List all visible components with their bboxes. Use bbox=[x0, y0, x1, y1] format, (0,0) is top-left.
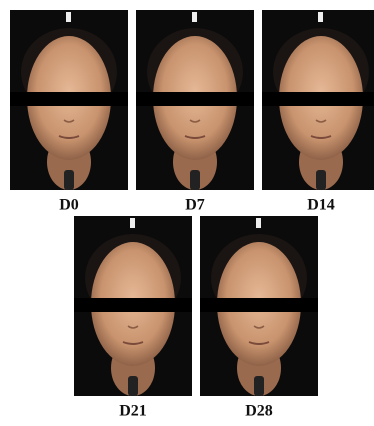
cable bbox=[64, 170, 74, 190]
panel-label: D0 bbox=[59, 197, 79, 214]
eye-bar bbox=[74, 298, 192, 312]
photo-panel bbox=[10, 10, 128, 190]
marker bbox=[130, 218, 135, 228]
eye-bar bbox=[136, 92, 254, 106]
marker bbox=[256, 218, 261, 228]
eye-bar bbox=[10, 92, 128, 106]
panel-label: D7 bbox=[185, 197, 205, 214]
panel-label: D21 bbox=[119, 403, 147, 420]
cable bbox=[254, 376, 264, 396]
marker bbox=[66, 12, 71, 22]
panel-label: D14 bbox=[307, 197, 335, 214]
photo-panel bbox=[136, 10, 254, 190]
photo-panel bbox=[200, 216, 318, 396]
cable bbox=[316, 170, 326, 190]
eye-bar bbox=[200, 298, 318, 312]
panel-label: D28 bbox=[245, 403, 273, 420]
cable bbox=[128, 376, 138, 396]
figure: D0 D7 D14 D21 D28 bbox=[0, 0, 374, 426]
cable bbox=[190, 170, 200, 190]
photo-panel bbox=[74, 216, 192, 396]
eye-bar bbox=[262, 92, 374, 106]
photo-panel bbox=[262, 10, 374, 190]
marker bbox=[192, 12, 197, 22]
marker bbox=[318, 12, 323, 22]
